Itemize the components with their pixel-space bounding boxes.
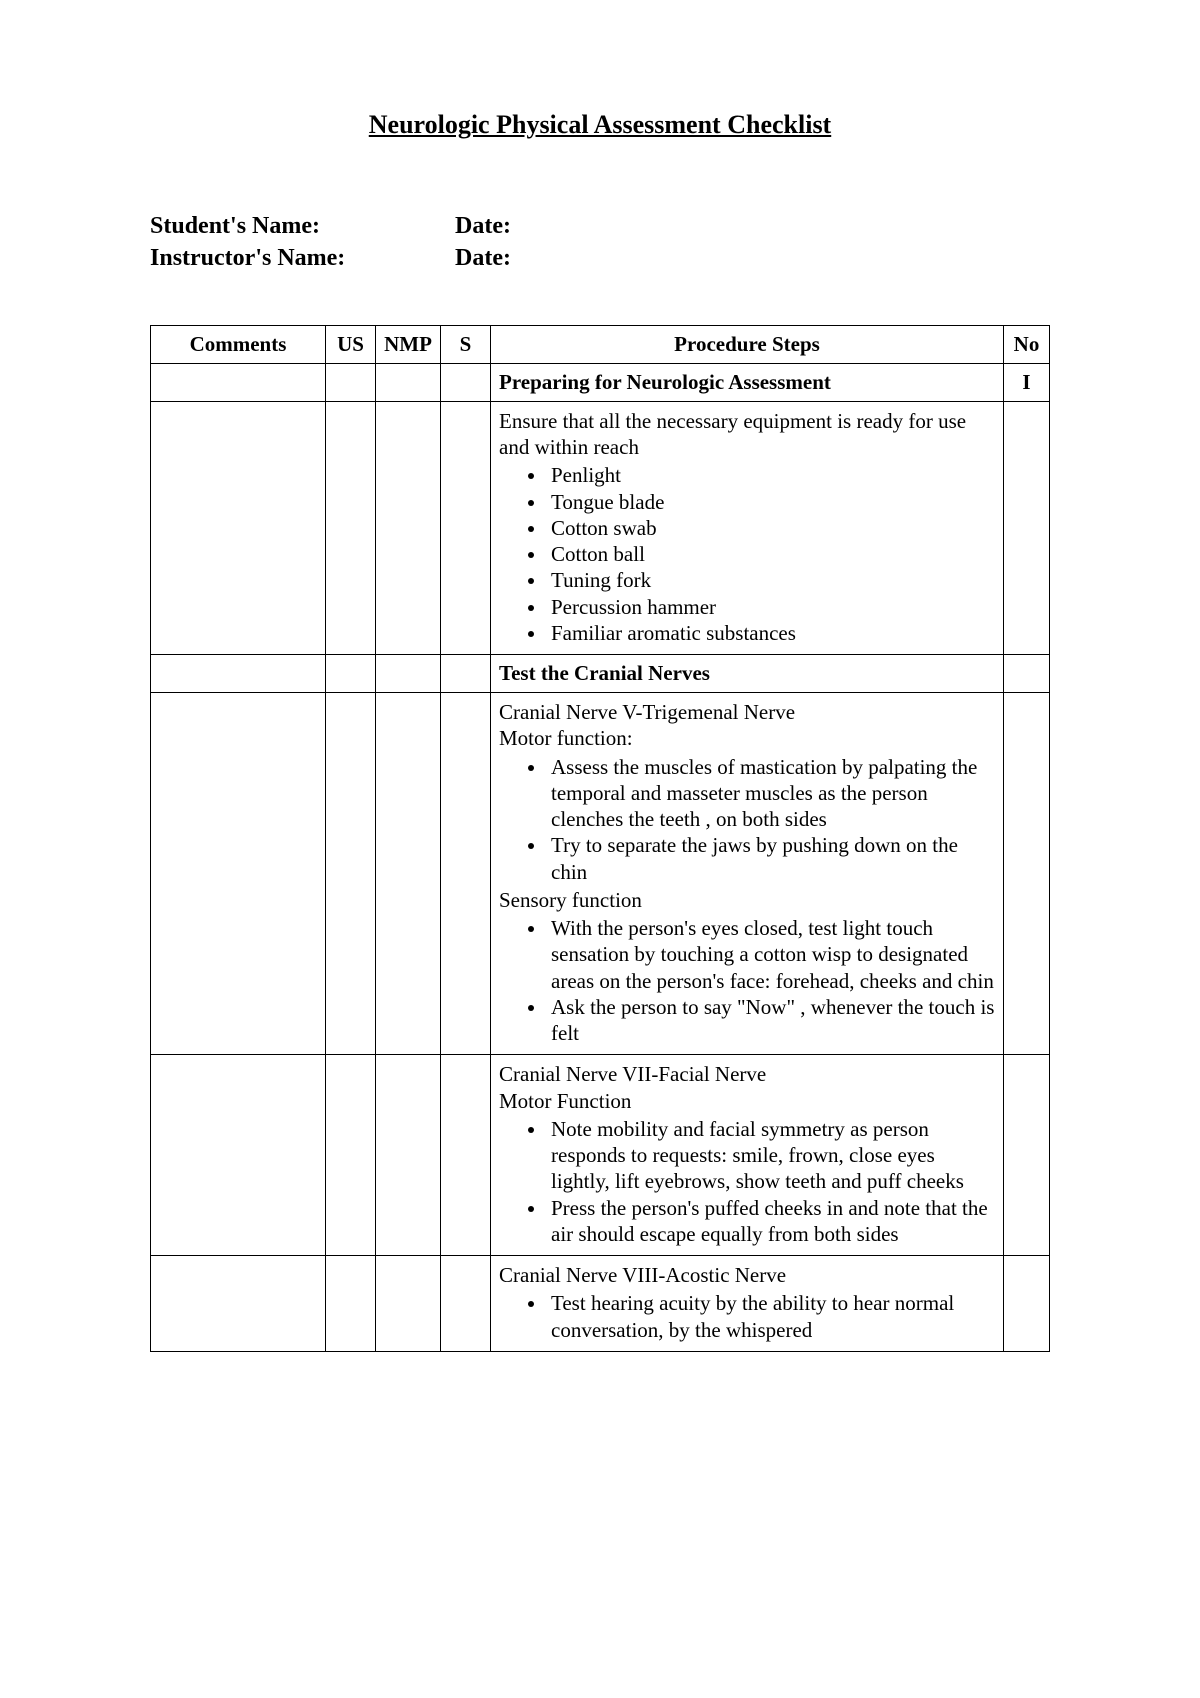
list-item: With the person's eyes closed, test ligh…	[547, 915, 995, 994]
cnv-head: Cranial Nerve V-Trigemenal Nerve	[499, 699, 995, 725]
col-comments: Comments	[151, 325, 326, 363]
table-row: Test the Cranial Nerves	[151, 655, 1050, 693]
table-row: Preparing for Neurologic Assessment I	[151, 363, 1050, 401]
col-nmp: NMP	[376, 325, 441, 363]
list-item: Test hearing acuity by the ability to he…	[547, 1290, 995, 1343]
equipment-cell: Ensure that all the necessary equipment …	[491, 401, 1004, 654]
checklist-table: Comments US NMP S Procedure Steps No Pre…	[150, 325, 1050, 1352]
col-no: No	[1004, 325, 1050, 363]
cnvii-cell: Cranial Nerve VII-Facial Nerve Motor Fun…	[491, 1055, 1004, 1256]
cnvii-head: Cranial Nerve VII-Facial Nerve	[499, 1061, 995, 1087]
meta-block: Student's Name: Date: Instructor's Name:…	[150, 210, 1050, 275]
list-item: Cotton ball	[547, 541, 995, 567]
equipment-intro: Ensure that all the necessary equipment …	[499, 408, 995, 461]
list-item: Penlight	[547, 462, 995, 488]
table-row: Cranial Nerve VII-Facial Nerve Motor Fun…	[151, 1055, 1050, 1256]
date-label-1: Date:	[455, 210, 511, 242]
section-preparing: Preparing for Neurologic Assessment	[491, 363, 1004, 401]
list-item: Familiar aromatic substances	[547, 620, 995, 646]
list-item: Try to separate the jaws by pushing down…	[547, 832, 995, 885]
table-row: Ensure that all the necessary equipment …	[151, 401, 1050, 654]
col-steps: Procedure Steps	[491, 325, 1004, 363]
cnviii-head: Cranial Nerve VIII-Acostic Nerve	[499, 1262, 995, 1288]
page-title: Neurologic Physical Assessment Checklist	[150, 110, 1050, 140]
table-header-row: Comments US NMP S Procedure Steps No	[151, 325, 1050, 363]
cnv-motor-label: Motor function:	[499, 725, 995, 751]
date-label-2: Date:	[455, 242, 511, 274]
list-item: Assess the muscles of mastication by pal…	[547, 754, 995, 833]
list-item: Tuning fork	[547, 567, 995, 593]
section-cranial: Test the Cranial Nerves	[491, 655, 1004, 693]
list-item: Tongue blade	[547, 489, 995, 515]
list-item: Note mobility and facial symmetry as per…	[547, 1116, 995, 1195]
list-item: Cotton swab	[547, 515, 995, 541]
student-name-label: Student's Name:	[150, 210, 455, 242]
cnv-sensory-label: Sensory function	[499, 887, 995, 913]
table-row: Cranial Nerve V-Trigemenal Nerve Motor f…	[151, 693, 1050, 1055]
list-item: Press the person's puffed cheeks in and …	[547, 1195, 995, 1248]
cnvii-motor-label: Motor Function	[499, 1088, 995, 1114]
cnviii-cell: Cranial Nerve VIII-Acostic Nerve Test he…	[491, 1256, 1004, 1352]
list-item: Percussion hammer	[547, 594, 995, 620]
cnv-cell: Cranial Nerve V-Trigemenal Nerve Motor f…	[491, 693, 1004, 1055]
list-item: Ask the person to say "Now" , whenever t…	[547, 994, 995, 1047]
col-us: US	[326, 325, 376, 363]
col-s: S	[441, 325, 491, 363]
instructor-name-label: Instructor's Name:	[150, 242, 455, 274]
section-no: I	[1004, 363, 1050, 401]
table-row: Cranial Nerve VIII-Acostic Nerve Test he…	[151, 1256, 1050, 1352]
